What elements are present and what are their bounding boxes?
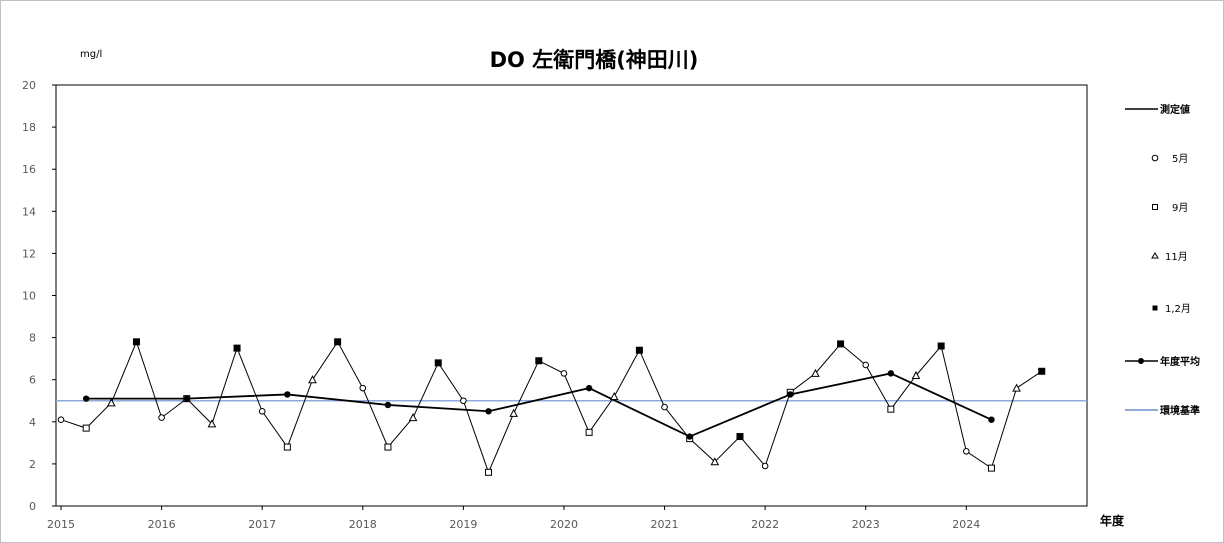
measured-point-janfeb [132,338,140,346]
measured-point-nov [106,398,116,407]
legend-sep-label: 9月 [1172,202,1188,214]
average-point [82,395,90,402]
measured-point-nov [710,457,720,466]
measured-point-nov [911,370,921,379]
legend-may-marker [1151,154,1159,162]
measured-point-nov [509,408,519,417]
y-tick-label: 16 [22,163,36,176]
measured-point-may [962,447,970,455]
measured-point-janfeb [535,357,543,365]
y-tick-label: 0 [29,500,36,513]
measured-point-may [57,416,65,423]
y-tick-label: 18 [22,121,36,134]
average-point [787,391,794,398]
measured-point-janfeb [334,338,342,346]
measured-point-sep [82,424,90,432]
legend-janfeb-marker [1152,305,1158,311]
plot-area [55,84,1088,507]
y-tick-label: 8 [29,332,36,345]
measured-point-nov [609,391,619,401]
measured-point-nov [811,368,820,377]
average-point [887,370,895,377]
legend-measured-label: 測定値 [1160,103,1190,116]
y-tick-label: 20 [22,79,36,92]
x-axis-ticks: 2015 2016 2017 2018 2019 2020 2021 2022 2023 2024 [47,506,980,531]
measured-point-janfeb [1038,367,1046,375]
average-point [384,401,392,409]
legend: 測定値 5月 9月 11月 1,2月 年度平均 環境基準 [1125,103,1200,417]
x-tick-label: 2015 [47,518,75,531]
legend-janfeb-label: 1,2月 [1165,303,1191,315]
measured-point-nov [207,419,217,428]
x-tick-label: 2021 [651,518,679,531]
legend-nov-label: 11月 [1165,251,1188,263]
x-tick-label: 2018 [349,518,377,531]
measured-point-sep [283,443,291,451]
measured-point-janfeb [434,359,442,367]
measured-point-may [761,462,769,470]
measured-point-janfeb [635,346,643,354]
average-point [686,433,693,440]
x-tick-label: 2022 [751,518,779,531]
legend-average-marker [1138,358,1144,364]
measured-point-may [460,397,467,405]
chart-title: DO 左衛門橋(神田川) [490,48,699,72]
x-tick-label: 2024 [952,518,980,531]
measured-point-nov [408,413,418,422]
measured-point-nov [308,375,317,384]
y-tick-label: 10 [22,290,36,303]
average-point [585,384,593,392]
measured-point-may [258,407,266,415]
measured-point-sep [887,405,895,413]
measured-point-janfeb [233,344,241,352]
x-axis-label: 年度 [1100,513,1125,528]
series-average-line [86,372,992,438]
average-point [988,416,995,423]
average-point [485,408,492,415]
legend-standard-label: 環境基準 [1160,404,1200,417]
y-tick-label: 6 [29,374,36,387]
x-tick-label: 2019 [449,518,477,531]
y-tick-label: 12 [22,247,36,260]
measured-point-sep [384,443,392,451]
legend-may-label: 5月 [1172,153,1188,165]
measured-point-may [862,361,870,369]
measured-point-nov [1012,383,1021,392]
x-tick-label: 2016 [148,518,176,531]
measured-point-sep [987,464,995,472]
measured-point-janfeb [837,340,845,348]
chart-marks [56,338,1087,476]
measured-point-may [661,403,668,411]
measured-point-may [560,370,568,377]
x-tick-label: 2020 [550,518,578,531]
y-axis-unit: mg/l [80,49,102,60]
y-tick-label: 2 [29,458,36,471]
measured-point-may [158,414,165,421]
measured-point-sep [485,468,493,476]
y-axis-ticks: 0 2 4 6 8 10 12 14 16 18 20 [22,79,56,513]
measured-point-janfeb [937,342,945,350]
average-point [183,395,190,402]
y-tick-label: 4 [29,416,36,429]
legend-sep-marker [1152,204,1158,210]
x-tick-label: 2023 [852,518,880,531]
x-tick-label: 2017 [248,518,276,531]
measured-point-may [359,384,367,392]
series-measured-line [60,340,1043,474]
legend-average-label: 年度平均 [1160,355,1200,368]
measured-point-sep [585,428,593,436]
legend-nov-marker [1151,252,1159,259]
average-point [284,391,291,398]
y-tick-label: 14 [22,205,36,218]
measured-point-janfeb [736,433,744,441]
